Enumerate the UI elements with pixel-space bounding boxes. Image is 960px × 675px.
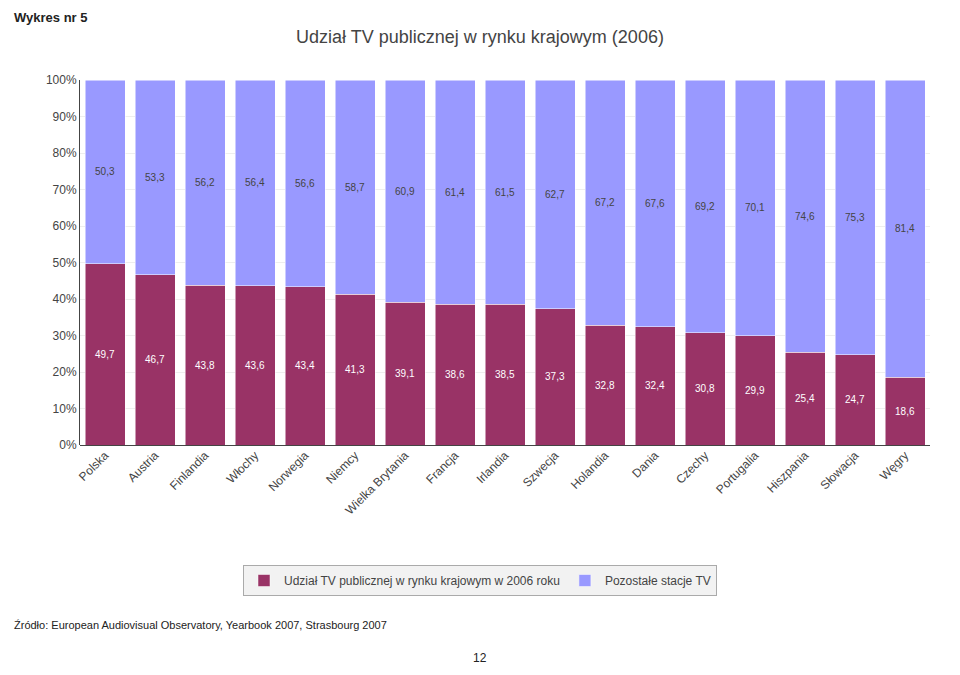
svg-text:Pozostałe stacje TV: Pozostałe stacje TV — [605, 574, 711, 588]
svg-text:81,4: 81,4 — [895, 223, 915, 234]
svg-text:39,1: 39,1 — [395, 368, 415, 379]
svg-text:Irlandia: Irlandia — [474, 448, 512, 486]
svg-text:38,5: 38,5 — [495, 369, 515, 380]
svg-text:Szwecja: Szwecja — [520, 448, 562, 490]
svg-text:43,4: 43,4 — [295, 360, 315, 371]
svg-text:Finlandia: Finlandia — [167, 448, 212, 493]
svg-text:Czechy: Czechy — [673, 448, 711, 486]
svg-text:12: 12 — [473, 651, 487, 665]
svg-text:69,2: 69,2 — [695, 201, 715, 212]
svg-text:50,3: 50,3 — [95, 166, 115, 177]
svg-text:43,8: 43,8 — [195, 360, 215, 371]
svg-text:70,1: 70,1 — [745, 202, 765, 213]
svg-text:Węgry: Węgry — [877, 448, 911, 482]
svg-text:Francja: Francja — [423, 448, 461, 486]
svg-text:58,7: 58,7 — [345, 182, 365, 193]
svg-text:30,8: 30,8 — [695, 383, 715, 394]
svg-text:Wykres nr 5: Wykres nr 5 — [14, 10, 87, 25]
svg-text:Polska: Polska — [76, 448, 112, 484]
svg-text:49,7: 49,7 — [95, 349, 115, 360]
svg-text:41,3: 41,3 — [345, 364, 365, 375]
svg-text:46,7: 46,7 — [145, 354, 165, 365]
svg-text:20%: 20% — [53, 365, 77, 379]
svg-text:Włochy: Włochy — [224, 448, 262, 486]
svg-text:56,6: 56,6 — [295, 178, 315, 189]
svg-text:30%: 30% — [53, 329, 77, 343]
svg-text:Dania: Dania — [629, 448, 661, 480]
svg-text:56,2: 56,2 — [195, 177, 215, 188]
svg-text:Norwegia: Norwegia — [266, 448, 312, 494]
svg-text:Niemcy: Niemcy — [323, 448, 361, 486]
svg-text:10%: 10% — [53, 402, 77, 416]
svg-text:Źródło: European Audiovisual O: Źródło: European Audiovisual Observatory… — [14, 619, 387, 631]
svg-text:Udział TV publicznej w rynku k: Udział TV publicznej w rynku krajowym w … — [284, 574, 560, 588]
svg-text:Słowacja: Słowacja — [818, 448, 862, 492]
svg-text:74,6: 74,6 — [795, 211, 815, 222]
svg-text:50%: 50% — [53, 256, 77, 270]
svg-text:Portugalia: Portugalia — [713, 448, 761, 496]
svg-text:32,4: 32,4 — [645, 380, 665, 391]
svg-text:70%: 70% — [53, 183, 77, 197]
svg-text:40%: 40% — [53, 292, 77, 306]
svg-text:Udział TV publicznej w rynku k: Udział TV publicznej w rynku krajowym (2… — [296, 27, 664, 47]
svg-text:67,2: 67,2 — [595, 197, 615, 208]
svg-text:56,4: 56,4 — [245, 177, 265, 188]
svg-text:38,6: 38,6 — [445, 369, 465, 380]
svg-text:24,7: 24,7 — [845, 394, 865, 405]
svg-text:Wielka Brytania: Wielka Brytania — [343, 448, 412, 517]
svg-text:90%: 90% — [53, 110, 77, 124]
svg-text:25,4: 25,4 — [795, 393, 815, 404]
svg-text:43,6: 43,6 — [245, 360, 265, 371]
svg-text:75,3: 75,3 — [845, 212, 865, 223]
svg-text:80%: 80% — [53, 146, 77, 160]
svg-text:61,4: 61,4 — [445, 187, 465, 198]
svg-text:60%: 60% — [53, 219, 77, 233]
svg-text:67,6: 67,6 — [645, 198, 665, 209]
svg-text:18,6: 18,6 — [895, 406, 915, 417]
svg-text:61,5: 61,5 — [495, 187, 515, 198]
svg-text:53,3: 53,3 — [145, 172, 165, 183]
svg-text:37,3: 37,3 — [545, 371, 565, 382]
svg-text:Hiszpania: Hiszpania — [764, 448, 811, 495]
svg-text:29,9: 29,9 — [745, 385, 765, 396]
svg-text:Austria: Austria — [125, 448, 162, 485]
svg-text:62,7: 62,7 — [545, 189, 565, 200]
svg-text:60,9: 60,9 — [395, 186, 415, 197]
svg-text:100%: 100% — [46, 73, 77, 87]
svg-text:0%: 0% — [59, 438, 77, 452]
svg-text:Holandia: Holandia — [568, 448, 612, 492]
svg-text:32,8: 32,8 — [595, 380, 615, 391]
